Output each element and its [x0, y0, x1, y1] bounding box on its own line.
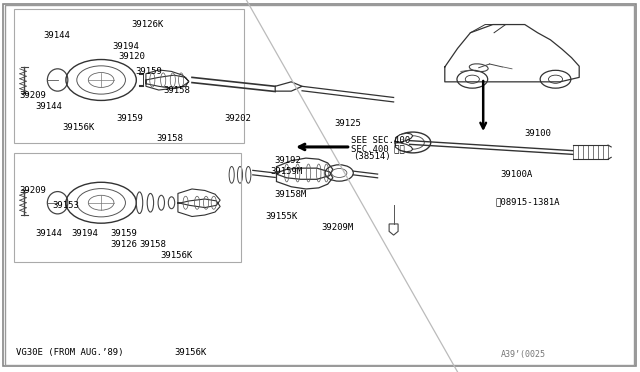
Text: SEE SEC.400: SEE SEC.400	[351, 136, 410, 145]
Text: 39194: 39194	[112, 42, 139, 51]
Polygon shape	[389, 224, 398, 235]
Polygon shape	[178, 189, 220, 217]
Text: 39209: 39209	[19, 92, 46, 100]
Text: 39158M: 39158M	[274, 190, 306, 199]
Text: 39155K: 39155K	[266, 212, 298, 221]
Text: 39158: 39158	[157, 134, 184, 143]
Polygon shape	[146, 70, 189, 90]
FancyBboxPatch shape	[3, 4, 636, 366]
Text: 39100A: 39100A	[500, 170, 532, 179]
Text: VG30E (FROM AUG.’89): VG30E (FROM AUG.’89)	[16, 348, 124, 357]
Text: 39202: 39202	[224, 114, 251, 123]
Text: 39209: 39209	[19, 186, 46, 195]
Text: 39144: 39144	[44, 31, 70, 40]
Text: 39159: 39159	[110, 229, 137, 238]
Text: 39144: 39144	[35, 229, 62, 238]
Text: 39158: 39158	[163, 86, 190, 94]
Text: 39100: 39100	[525, 129, 552, 138]
Text: 39125: 39125	[334, 119, 361, 128]
Text: 39194: 39194	[72, 229, 99, 238]
Text: 39158: 39158	[140, 240, 166, 249]
Text: 39144: 39144	[35, 102, 62, 110]
Text: 39126: 39126	[110, 240, 137, 249]
Text: 39209M: 39209M	[321, 223, 353, 232]
Text: 39120: 39120	[118, 52, 145, 61]
Text: 08915-1381A: 08915-1381A	[496, 197, 561, 206]
Text: 39126K: 39126K	[131, 20, 163, 29]
Text: 39156K: 39156K	[174, 348, 206, 357]
Text: 39192: 39192	[274, 156, 301, 165]
Text: 39159: 39159	[136, 67, 163, 76]
Polygon shape	[275, 82, 302, 91]
Polygon shape	[276, 158, 333, 189]
Text: (38514): (38514)	[353, 153, 391, 161]
Text: 39156K: 39156K	[63, 123, 95, 132]
Text: 39159M: 39159M	[270, 167, 302, 176]
Text: 39156K: 39156K	[160, 251, 192, 260]
Text: 39153: 39153	[52, 201, 79, 210]
Text: SEC.400 参照: SEC.400 参照	[351, 144, 404, 153]
Text: A39’(0025: A39’(0025	[500, 350, 545, 359]
Polygon shape	[396, 133, 413, 152]
Text: 39159: 39159	[116, 114, 143, 123]
